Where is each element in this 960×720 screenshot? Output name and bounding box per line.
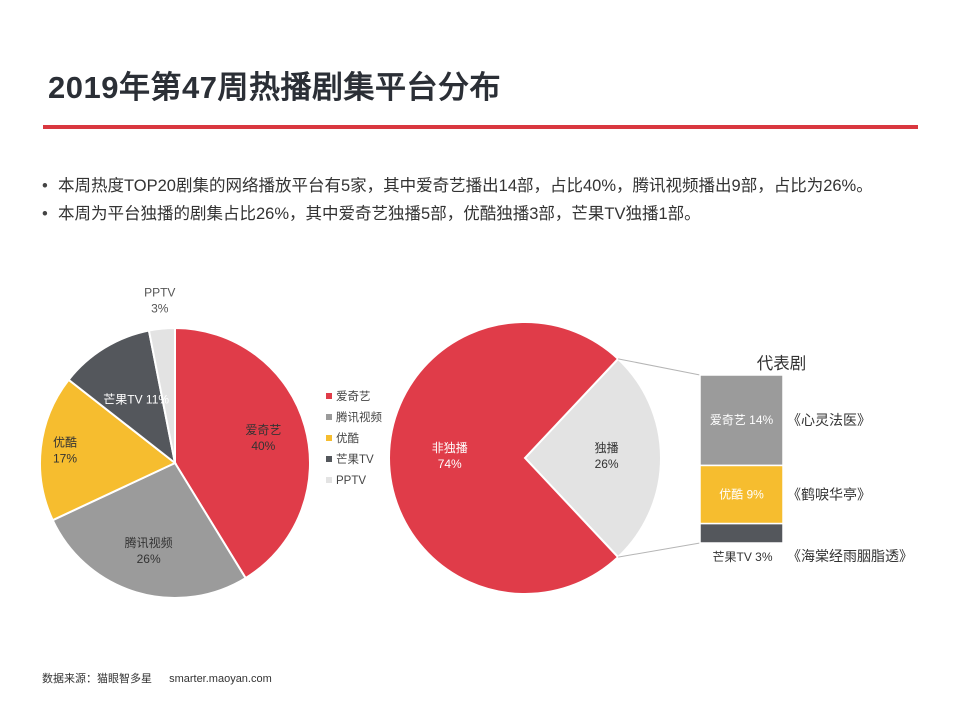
slice-label-e88a92e69e9ctv: 芒果TV 11%: [103, 392, 169, 407]
drama-label-e788b1e5a587e889ba: 《心灵法医》: [787, 412, 871, 428]
slice-label-e99d9ee78bace692ad: 非独播: [432, 441, 468, 455]
bullet-item: 本周为平台独播的剧集占比26%，其中爱奇艺独播5部，优酷独播3部，芒果TV独播1…: [42, 200, 922, 228]
title-divider: [43, 125, 918, 129]
segment-label-e88a92e69e9ctv: 芒果TV 3%: [712, 549, 772, 564]
legend-swatch-pptv: [326, 477, 332, 483]
slice-label-e885bee8aeafe8a786e9a291: 26%: [137, 552, 161, 566]
bar-segment-e88a92e69e9ctv: [699, 522, 784, 544]
slice-label-e788b1e5a587e889ba: 爱奇艺: [245, 423, 281, 437]
bar-segment-e4bc98e985b7: [699, 464, 784, 525]
legend-swatch-e788b1e5a587e889ba: [326, 393, 332, 399]
source-url: smarter.maoyan.com: [169, 673, 272, 685]
page-title: 2019年第47周热播剧集平台分布: [48, 70, 501, 105]
slice-label-e885bee8aeafe8a786e9a291: 腾讯视频: [125, 535, 173, 550]
slice-label-e78bace692ad: 26%: [595, 457, 619, 471]
pie-slice-e4bc98e985b7: [39, 378, 177, 522]
pie-slice-e99d9ee78bace692ad: [388, 321, 620, 595]
segment-label-e4bc98e985b7: 优酷 9%: [719, 488, 764, 502]
segment-label-e788b1e5a587e889ba: 爱奇艺 14%: [710, 413, 774, 427]
drama-label-e88a92e69e9ctv: 《海棠经雨胭脂透》: [787, 548, 913, 564]
legend-swatch-e4bc98e985b7: [326, 435, 332, 441]
bullet-item: 本周热度TOP20剧集的网络播放平台有5家，其中爱奇艺播出14部，占比40%，腾…: [42, 172, 922, 200]
drama-label-e4bc98e985b7: 《鹤唳华亭》: [787, 487, 871, 503]
slice-label-e4bc98e985b7: 17%: [53, 451, 77, 465]
legend-label-e88a92e69e9ctv: 芒果TV: [336, 453, 374, 466]
pie-slice-e78bace692ad: [523, 357, 662, 559]
slice-label-pptv: 3%: [151, 302, 169, 316]
connector-line-top: [618, 358, 701, 376]
legend-swatch-e885bee8aeafe8a786e9a291: [326, 414, 332, 420]
bar-title: 代表剧: [757, 354, 807, 373]
pie-slice-pptv: [147, 326, 176, 464]
pie-slice-e88a92e69e9ctv: [67, 329, 177, 466]
pie-slice-e885bee8aeafe8a786e9a291: [51, 461, 248, 599]
legend-swatch-e88a92e69e9ctv: [326, 456, 332, 462]
bar-segment-e788b1e5a587e889ba: [699, 374, 784, 467]
slice-label-e4bc98e985b7: 优酷: [53, 435, 77, 449]
legend-label-pptv: PPTV: [336, 475, 366, 487]
slice-label-e99d9ee78bace692ad: 74%: [438, 457, 462, 471]
summary-bullets: 本周热度TOP20剧集的网络播放平台有5家，其中爱奇艺播出14部，占比40%，腾…: [42, 172, 922, 228]
slice-label-e788b1e5a587e889ba: 40%: [251, 439, 275, 453]
slice-label-e78bace692ad: 独播: [595, 441, 619, 455]
legend-label-e788b1e5a587e889ba: 爱奇艺: [336, 390, 371, 403]
connector-line-bottom: [618, 542, 701, 558]
legend-label-e4bc98e985b7: 优酷: [336, 432, 359, 445]
legend-label-e885bee8aeafe8a786e9a291: 腾讯视频: [336, 410, 382, 424]
slice-label-pptv: PPTV: [144, 286, 175, 300]
pie-slice-e788b1e5a587e889ba: [174, 326, 311, 580]
data-source: 数据来源：猫眼智多星 smarter.maoyan.com: [42, 670, 272, 686]
source-label: 数据来源：猫眼智多星: [42, 673, 152, 685]
